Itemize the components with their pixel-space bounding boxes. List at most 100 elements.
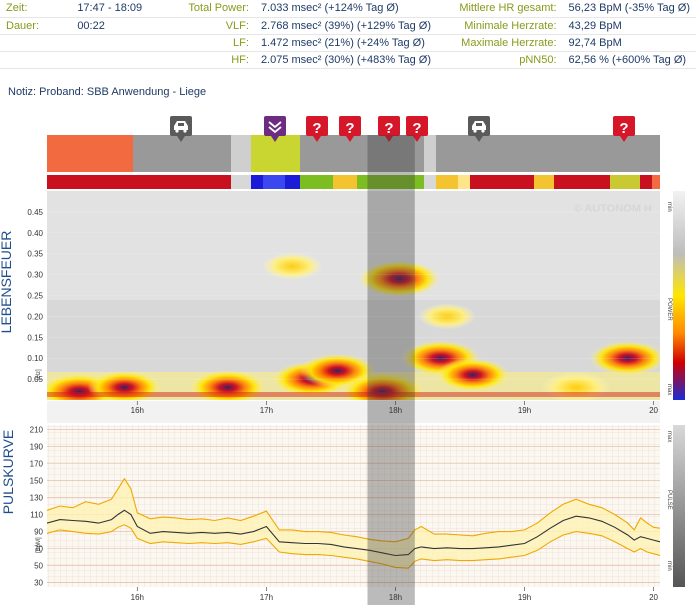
summary-table: Zeit: 17:47 - 18:09 Total Power: 7.033 m…	[0, 0, 696, 69]
hrv-zone-bar	[47, 175, 660, 189]
activity-segment	[300, 135, 424, 172]
spec-y-tick: 0.45	[27, 208, 43, 217]
power-legend-label: POWER	[666, 298, 672, 321]
event-badge	[339, 116, 361, 136]
zone-segment	[47, 175, 231, 189]
spectrogram-title: LEBENSFEUER	[0, 231, 14, 334]
power-legend	[673, 191, 685, 400]
empty-cell	[71, 34, 183, 52]
pulse-y-tick: 50	[34, 562, 43, 571]
question-icon: ?	[312, 120, 321, 137]
car-wheel	[183, 129, 187, 133]
pulse-y-tick: 190	[30, 442, 44, 451]
event-marker-question[interactable]: ?	[613, 116, 635, 142]
pulse-y-tick: 210	[30, 425, 44, 434]
power-legend-min: max	[666, 384, 672, 395]
hour-tick-label: 18h	[389, 593, 402, 602]
vlf-value: 2.768 msec² (39%) (+129% Tag Ø)	[254, 17, 450, 35]
zone-segment	[470, 175, 534, 189]
summary-row: Dauer: 00:22 VLF: 2.768 msec² (39%) (+12…	[0, 17, 696, 35]
dauer-label: Dauer:	[0, 17, 72, 35]
pnn50-value: 62,56 % (+600% Tag Ø)	[562, 51, 696, 69]
zone-segment	[436, 175, 458, 189]
min-hr-label: Minimale Herzrate:	[449, 17, 563, 35]
pulse-y-tick: 130	[30, 493, 44, 502]
pulse-unit: [BpM]	[36, 537, 42, 553]
activity-segment	[436, 135, 660, 172]
spectrogram-hotspot	[418, 303, 477, 330]
dauer-value: 00:22	[71, 17, 183, 35]
car-icon	[472, 121, 486, 133]
pulse-min-line	[47, 524, 660, 569]
spectrogram: © AUTONOM H 0.05 0.10 0.15 0.20 0.25 0.30 0.35…	[0, 191, 685, 400]
car-window	[476, 123, 482, 126]
event-marker-question[interactable]: ?	[406, 116, 428, 142]
watermark: © AUTONOM H	[574, 203, 652, 215]
event-badge	[613, 116, 635, 136]
event-badge	[406, 116, 428, 136]
zone-segment	[610, 175, 640, 189]
pulse-y-tick: 150	[30, 476, 44, 485]
pulse-y-axis: 30 50 70 90 110 130 150 170 190 210	[30, 425, 44, 587]
spectrogram-hotspot	[87, 370, 162, 400]
hotspot-layer	[47, 252, 660, 400]
spectrogram-hotspot	[261, 252, 323, 280]
zone-segment	[458, 175, 470, 189]
spec-y-tick: 0.35	[27, 250, 43, 259]
car-icon	[174, 121, 188, 133]
pulse-legend-label: PULSE	[666, 490, 672, 510]
pnn50-label: pNN50:	[449, 51, 563, 69]
summary-row: HF: 2.075 msec² (30%) (+483% Tag Ø) pNN5…	[0, 51, 696, 69]
hf-label: HF:	[182, 51, 255, 69]
event-pointer	[385, 136, 393, 142]
pulse-chart: 30 50 70 90 110 130 150 170 190 210 PULSKURVE [Bp…	[0, 425, 685, 588]
pulse-y-tick: 170	[30, 459, 44, 468]
pulse-title: PULSKURVE	[0, 430, 16, 515]
pulse-legend-max: max	[666, 431, 672, 442]
hour-tick-label: 16h	[131, 406, 144, 415]
max-hr-value: 92,74 BpM	[562, 34, 696, 52]
event-marker-question[interactable]: ?	[306, 116, 328, 142]
spectrogram-hotspot	[341, 372, 425, 400]
zone-segment	[263, 175, 285, 189]
event-pointer	[313, 136, 321, 142]
selection-range[interactable]	[367, 135, 415, 605]
max-hr-label: Maximale Herzrate:	[449, 34, 563, 52]
event-marker-car[interactable]	[170, 116, 192, 142]
spec-y-tick: 0.30	[27, 271, 43, 280]
power-legend-max: min	[666, 202, 672, 212]
mean-hr-value: 56,23 BpM (-35% Tag Ø)	[562, 0, 696, 18]
spec-y-tick: 0.25	[27, 292, 43, 301]
activity-segment	[231, 135, 251, 172]
zone-segment	[333, 175, 357, 189]
hour-tick-label: 19h	[518, 593, 531, 602]
hour-strip	[47, 401, 660, 423]
summary-row: Zeit: 17:47 - 18:09 Total Power: 7.033 m…	[0, 0, 696, 18]
empty-cell	[0, 51, 72, 69]
zeit-label: Zeit:	[0, 0, 72, 18]
event-marker-question[interactable]: ?	[378, 116, 400, 142]
hour-tick-label: 17h	[260, 593, 273, 602]
car-wheel	[473, 129, 477, 133]
zone-segment	[231, 175, 251, 189]
chevron-down-icon	[268, 121, 282, 134]
event-pointer	[177, 136, 185, 142]
spectrogram-unit: [Hz]	[36, 369, 42, 380]
question-icon: ?	[384, 120, 393, 137]
hour-axis-top: 16h 17h 18h 19h 20	[131, 401, 659, 415]
zeit-value: 17:47 - 18:09	[71, 0, 183, 18]
zone-segment	[251, 175, 263, 189]
hour-axis-bottom: 16h 17h 18h 19h 20	[131, 587, 659, 602]
hour-tick-label: 16h	[131, 593, 144, 602]
event-marker-purple[interactable]	[264, 116, 286, 142]
zone-segment	[554, 175, 610, 189]
activity-segment	[133, 135, 231, 172]
event-marker-car[interactable]	[468, 116, 490, 142]
pulse-mean-line	[47, 509, 660, 557]
pulse-legend	[673, 425, 685, 587]
pulse-y-tick: 90	[34, 528, 43, 537]
spectrogram-hotspot	[589, 341, 660, 376]
spec-y-tick: 0.20	[27, 312, 43, 321]
event-marker-question[interactable]: ?	[339, 116, 361, 142]
